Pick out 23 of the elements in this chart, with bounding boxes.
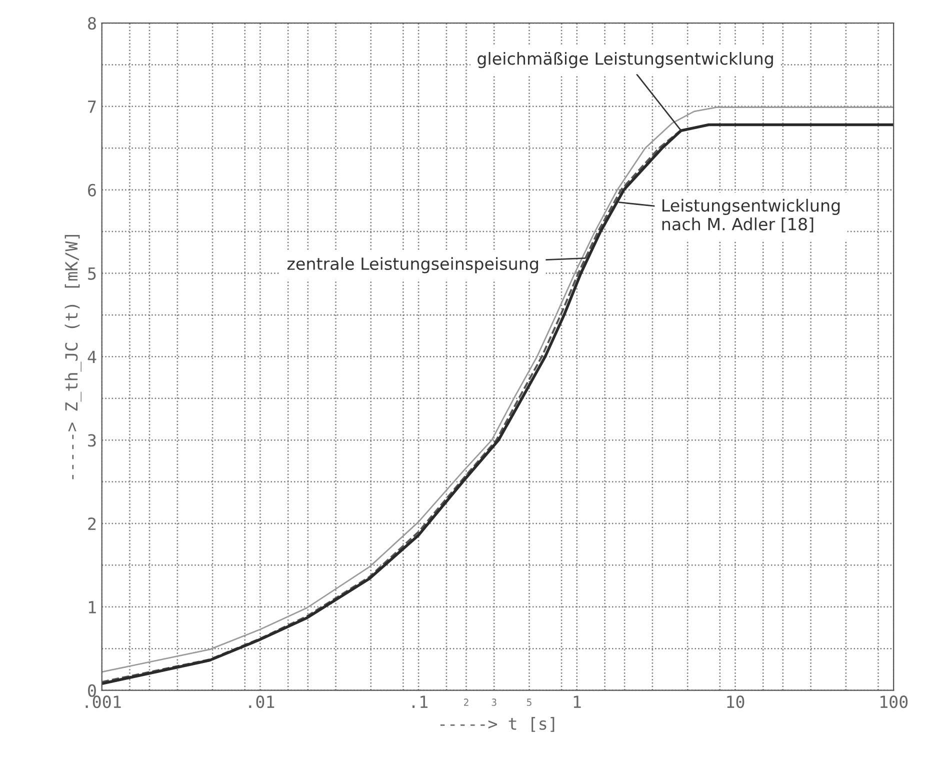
x-tick-label: 1	[574, 696, 581, 708]
x-axis-title: -----> t [s]	[440, 717, 554, 732]
text: 2	[464, 698, 468, 706]
annotation: Leistungsentwicklung nach M. Adler [18]	[662, 198, 840, 232]
x-tick-label: .001	[86, 696, 121, 708]
y-tick-label: 1	[88, 601, 96, 614]
y-tick-label: 3	[88, 434, 96, 447]
annotation: gleichmäßige Leistungsentwicklung	[478, 52, 773, 68]
y-tick-label: 0	[88, 684, 96, 697]
y-tick-label: 4	[88, 350, 96, 364]
y-tick-label: 7	[88, 100, 96, 113]
y-tick-label: 5	[88, 267, 96, 280]
x-tick-label: .01	[249, 696, 274, 708]
text: 5	[526, 698, 532, 706]
x-tick-label: 100	[880, 696, 908, 708]
annotation: zentrale Leistungseinspeisung	[287, 257, 538, 274]
y-tick-label: 8	[88, 17, 96, 30]
y-tick-label: 2	[88, 517, 96, 530]
x-tick-label: 10	[727, 696, 744, 708]
y-tick-label: 6	[88, 184, 96, 196]
y-axis-title: -----> Z_th_JC (t) [mK/W]	[64, 234, 82, 480]
x-tick-label: .1	[412, 696, 428, 708]
text: 3	[492, 698, 496, 706]
